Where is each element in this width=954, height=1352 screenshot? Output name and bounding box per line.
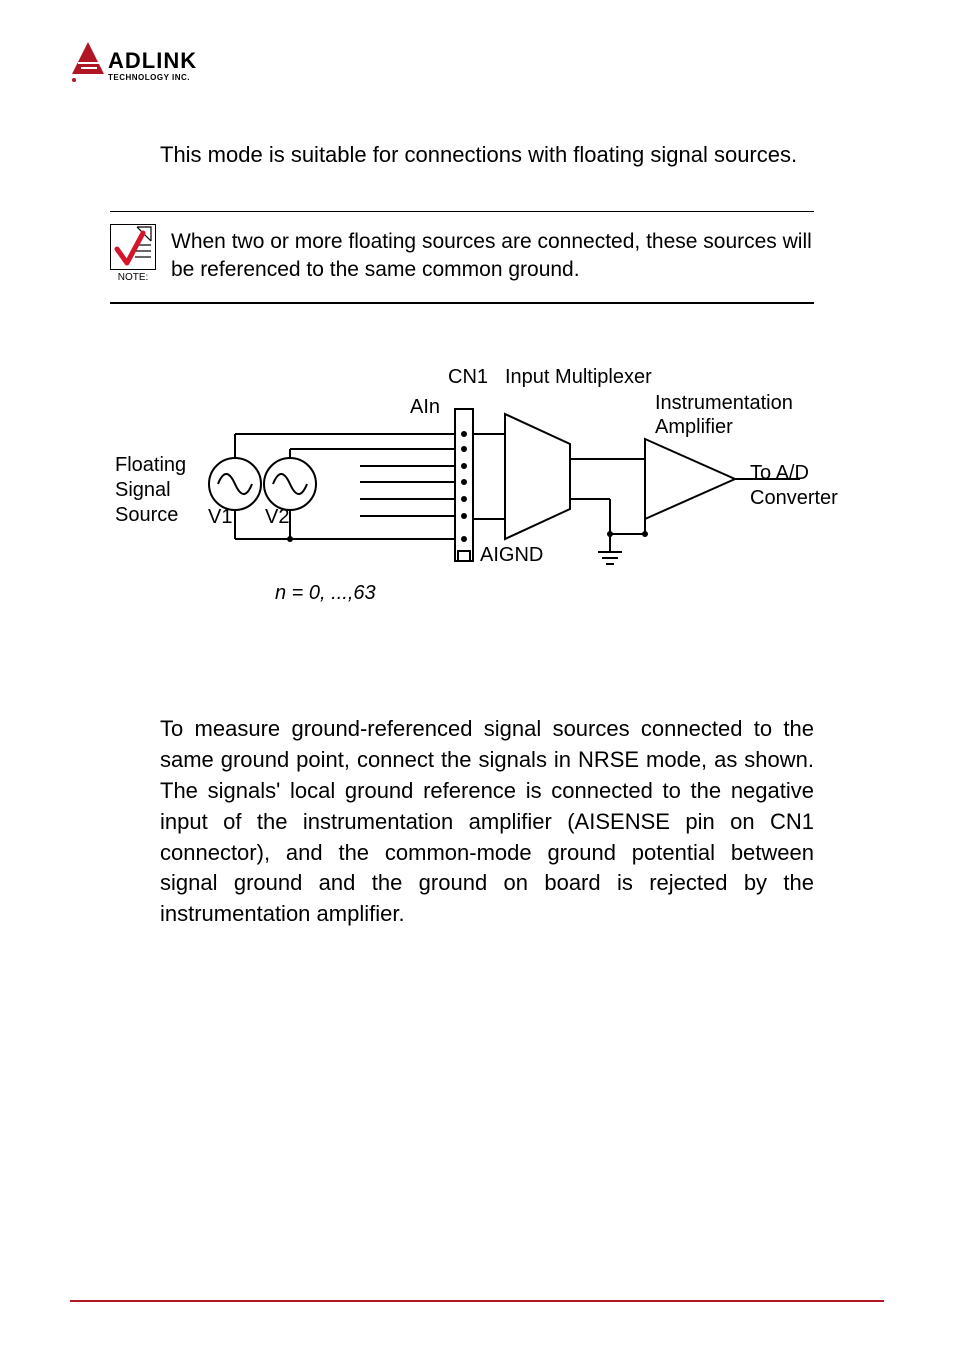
intro-paragraph: This mode is suitable for connections wi… <box>160 140 814 171</box>
label-v1: V1 <box>208 506 232 529</box>
label-v2: V2 <box>265 506 289 529</box>
circuit-diagram: CN1 Input Multiplexer AIn Instrumentatio… <box>100 334 834 654</box>
label-toad-2: Converter <box>750 487 838 510</box>
label-n-range: n = 0, ...,63 <box>275 582 376 605</box>
logo: ADLINK TECHNOLOGY INC. <box>70 40 884 100</box>
footer-rule <box>70 1300 884 1302</box>
label-aignd: AIGND <box>480 544 543 567</box>
note-text: When two or more floating sources are co… <box>171 224 814 285</box>
note-check-icon <box>111 225 155 269</box>
adlink-logo-svg: ADLINK TECHNOLOGY INC. <box>70 40 230 95</box>
note-block: NOTE: When two or more floating sources … <box>110 211 814 305</box>
label-instr-amp-1: Instrumentation <box>655 392 793 415</box>
note-icon-container: NOTE: <box>110 224 156 283</box>
label-floating-2: Signal <box>115 479 171 502</box>
body-paragraph: To measure ground-referenced signal sour… <box>160 714 814 930</box>
note-label: NOTE: <box>118 272 149 283</box>
label-instr-amp-2: Amplifier <box>655 416 733 439</box>
label-toad-1: To A/D <box>750 462 809 485</box>
logo-sub: TECHNOLOGY INC. <box>108 73 190 82</box>
logo-brand: ADLINK <box>108 48 197 73</box>
label-input-mux: Input Multiplexer <box>505 366 652 389</box>
label-floating-1: Floating <box>115 454 186 477</box>
label-ain: AIn <box>410 396 440 419</box>
label-cn1: CN1 <box>448 366 488 389</box>
label-floating-3: Source <box>115 504 178 527</box>
note-icon <box>110 224 156 270</box>
